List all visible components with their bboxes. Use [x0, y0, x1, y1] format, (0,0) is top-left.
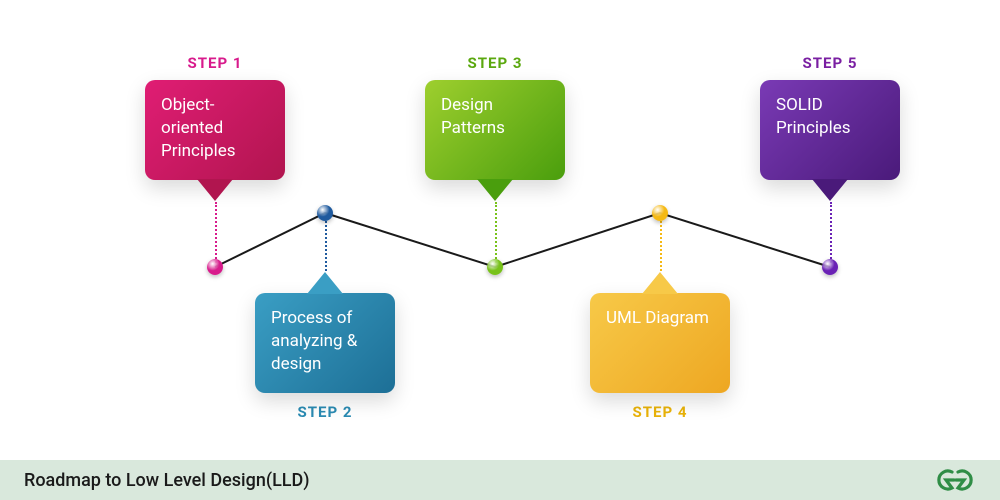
step-2-label: STEP 2 [255, 403, 395, 421]
step-4-node [652, 205, 668, 221]
step-5-tail [812, 179, 848, 201]
gfg-logo-icon [934, 469, 976, 491]
footer-title: Roadmap to Low Level Design(LLD) [24, 470, 310, 491]
step-5-text: SOLID Principles [776, 94, 884, 140]
step-3-node [487, 259, 503, 275]
step-4-text: UML Diagram [606, 307, 709, 330]
step-1-node [207, 259, 223, 275]
step-4-dotted [660, 217, 662, 271]
step-3-tail [477, 179, 513, 201]
step-5-node [822, 259, 838, 275]
step-2-tail [307, 272, 343, 294]
step-3-card: Design Patterns [425, 80, 565, 180]
step-1-dotted [215, 202, 217, 263]
step-2-dotted [325, 217, 327, 271]
step-2-card: Process of analyzing & design [255, 293, 395, 393]
step-3-text: Design Patterns [441, 94, 549, 140]
step-3-label: STEP 3 [425, 54, 565, 72]
step-5-label: STEP 5 [760, 54, 900, 72]
step-5-card: SOLID Principles [760, 80, 900, 180]
roadmap-canvas: STEP 1 Object-oriented Principles STEP 2 Pr… [0, 0, 1000, 500]
connector-line [0, 0, 1000, 500]
step-4-label: STEP 4 [590, 403, 730, 421]
step-4-card: UML Diagram [590, 293, 730, 393]
step-4-tail [642, 272, 678, 294]
step-1-text: Object-oriented Principles [161, 94, 269, 163]
step-1-label: STEP 1 [145, 54, 285, 72]
step-1-tail [197, 179, 233, 201]
step-3-dotted [495, 202, 497, 263]
step-5-dotted [830, 202, 832, 263]
step-2-text: Process of analyzing & design [271, 307, 379, 376]
step-1-card: Object-oriented Principles [145, 80, 285, 180]
footer-bar: Roadmap to Low Level Design(LLD) [0, 460, 1000, 500]
step-2-node [317, 205, 333, 221]
